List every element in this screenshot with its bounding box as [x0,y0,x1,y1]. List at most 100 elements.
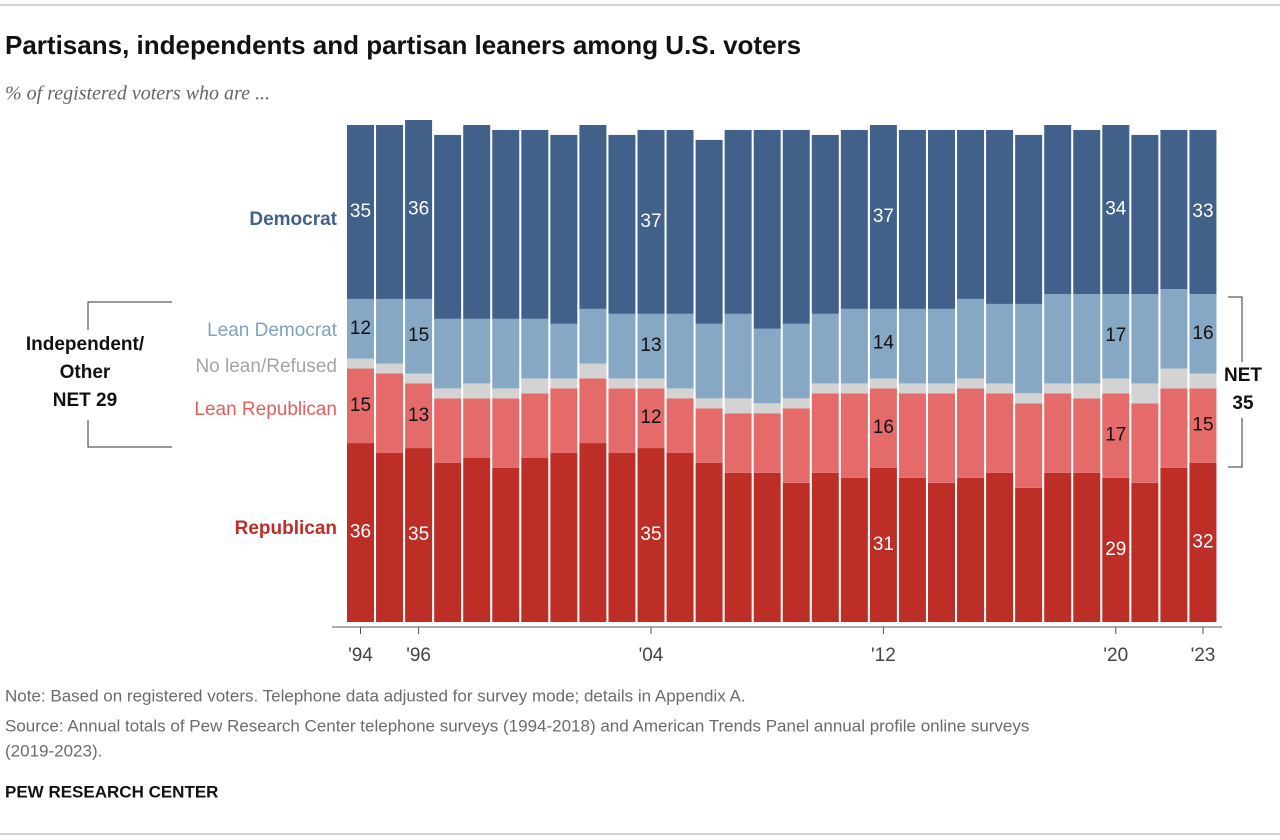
data-label: 12 [640,407,661,428]
bar-segment [1189,293,1217,374]
bar-segment [376,125,404,299]
bar-segment [811,472,839,622]
bracket-label: NET 29 [53,390,117,411]
bar-segment [1160,368,1188,389]
bar-segment [347,358,374,369]
bar-segment [986,129,1014,304]
bar-segment [1044,293,1072,384]
bar-segment [840,393,868,478]
bar-segment [579,363,607,379]
bracket-label: 35 [1232,393,1254,414]
bar-segment [898,383,926,394]
bar-segment [957,378,985,389]
bar-segment [579,378,607,444]
bar-segment [1189,129,1217,294]
bar-segment [405,448,433,622]
bar-segment [986,393,1014,473]
data-label: 37 [873,206,894,227]
bracket-label: Other [60,362,111,383]
bar-segment [840,129,868,309]
bar-segment [579,308,607,364]
bar-segment [463,398,491,458]
bar-segment [869,388,897,468]
bar-segment [550,388,578,454]
chart-subtitle: % of registered voters who are ... [5,83,270,105]
data-label: 14 [873,333,895,354]
bar-segment [434,398,462,463]
bar-segment [753,413,781,473]
bar-segment [521,318,549,379]
footer: PEW RESEARCH CENTER [5,782,218,801]
bar-segment [492,388,520,399]
bar-segment [957,388,985,478]
bar-segment [666,453,694,622]
bar-segment [898,129,926,309]
data-label: 37 [640,211,661,232]
data-label: 32 [1192,531,1213,552]
bar-segment [608,388,636,454]
bar-segment [957,298,985,379]
bar-segment [434,388,462,399]
bar-segment [724,398,752,414]
x-tick-label: '96 [406,645,431,666]
bar-segment [928,383,955,394]
bar-segment [1073,398,1101,473]
bar-segment [637,388,665,449]
bar-segment [986,472,1014,622]
bar-segment [1044,472,1072,622]
bar-segment [637,378,665,389]
bar-segment [869,467,897,622]
bar-segment [1015,393,1043,404]
bar-segment [753,129,781,329]
bar-segment [1073,383,1101,399]
bar-segment [1160,388,1188,468]
series-label: No lean/Refused [195,356,337,377]
bar-segment [637,313,665,379]
bar-segment [898,477,926,622]
data-label: 36 [408,199,429,220]
bar-segment [695,462,723,622]
bar-segment [695,139,723,324]
bar-segment [1189,462,1217,622]
bar-segment [724,413,752,473]
data-label: 35 [350,201,371,222]
bar-segment [811,134,839,314]
bar-segment [1073,293,1101,384]
bar-segment [666,398,694,454]
series-label: Lean Republican [194,399,337,420]
bar-segment [376,363,404,374]
bar-segment [1189,388,1217,463]
bar-segment [928,393,955,483]
bar-segment [840,477,868,622]
bar-segment [986,383,1014,394]
data-label: 16 [1192,323,1213,344]
left-bracket [87,301,172,448]
bar-segment [405,383,433,449]
x-tick-label: '20 [1103,645,1128,666]
source: Source: Annual totals of Pew Research Ce… [5,716,1029,735]
bar-segment [434,318,462,389]
bar-segment [898,308,926,384]
bar-segment [869,378,897,389]
note: Note: Based on registered voters. Teleph… [5,686,746,705]
data-label: 16 [873,417,894,438]
bar-segment [666,129,694,314]
bar-segment [608,134,636,314]
bar-segment [1131,293,1159,384]
bar-segment [1044,125,1072,294]
bar-segment [347,298,374,359]
bar-segment [376,373,404,454]
bar-segment [492,398,520,468]
bar-segment [1102,125,1130,294]
data-label: 17 [1105,325,1126,346]
bar-segment [666,388,694,399]
x-tick-label: '94 [348,645,373,666]
bar-segment [463,318,491,384]
series-label: Republican [235,518,337,539]
bar-segment [957,129,985,299]
bar-segment [550,323,578,379]
bar-segment [811,393,839,473]
bar-segment [782,398,810,409]
bar-segment [1189,373,1217,389]
